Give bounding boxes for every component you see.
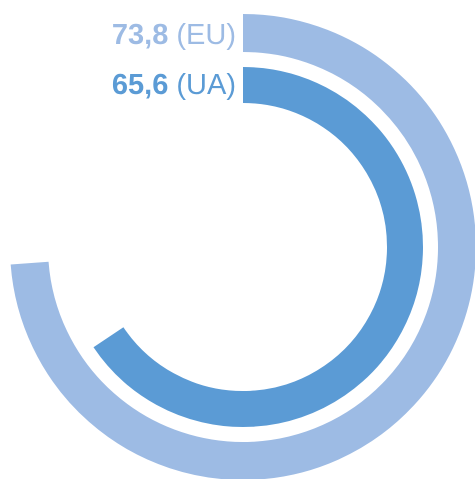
- value-label: 65,6: [112, 69, 168, 101]
- ring-bar: [10, 14, 475, 479]
- ring-label: 65,6 (UA): [112, 69, 236, 101]
- ring-label: 73,8 (EU): [112, 19, 236, 51]
- value-label: 73,8: [112, 19, 168, 51]
- ring-bar: [93, 67, 423, 427]
- series-name: (EU): [176, 19, 236, 51]
- series-name: (UA): [176, 69, 236, 101]
